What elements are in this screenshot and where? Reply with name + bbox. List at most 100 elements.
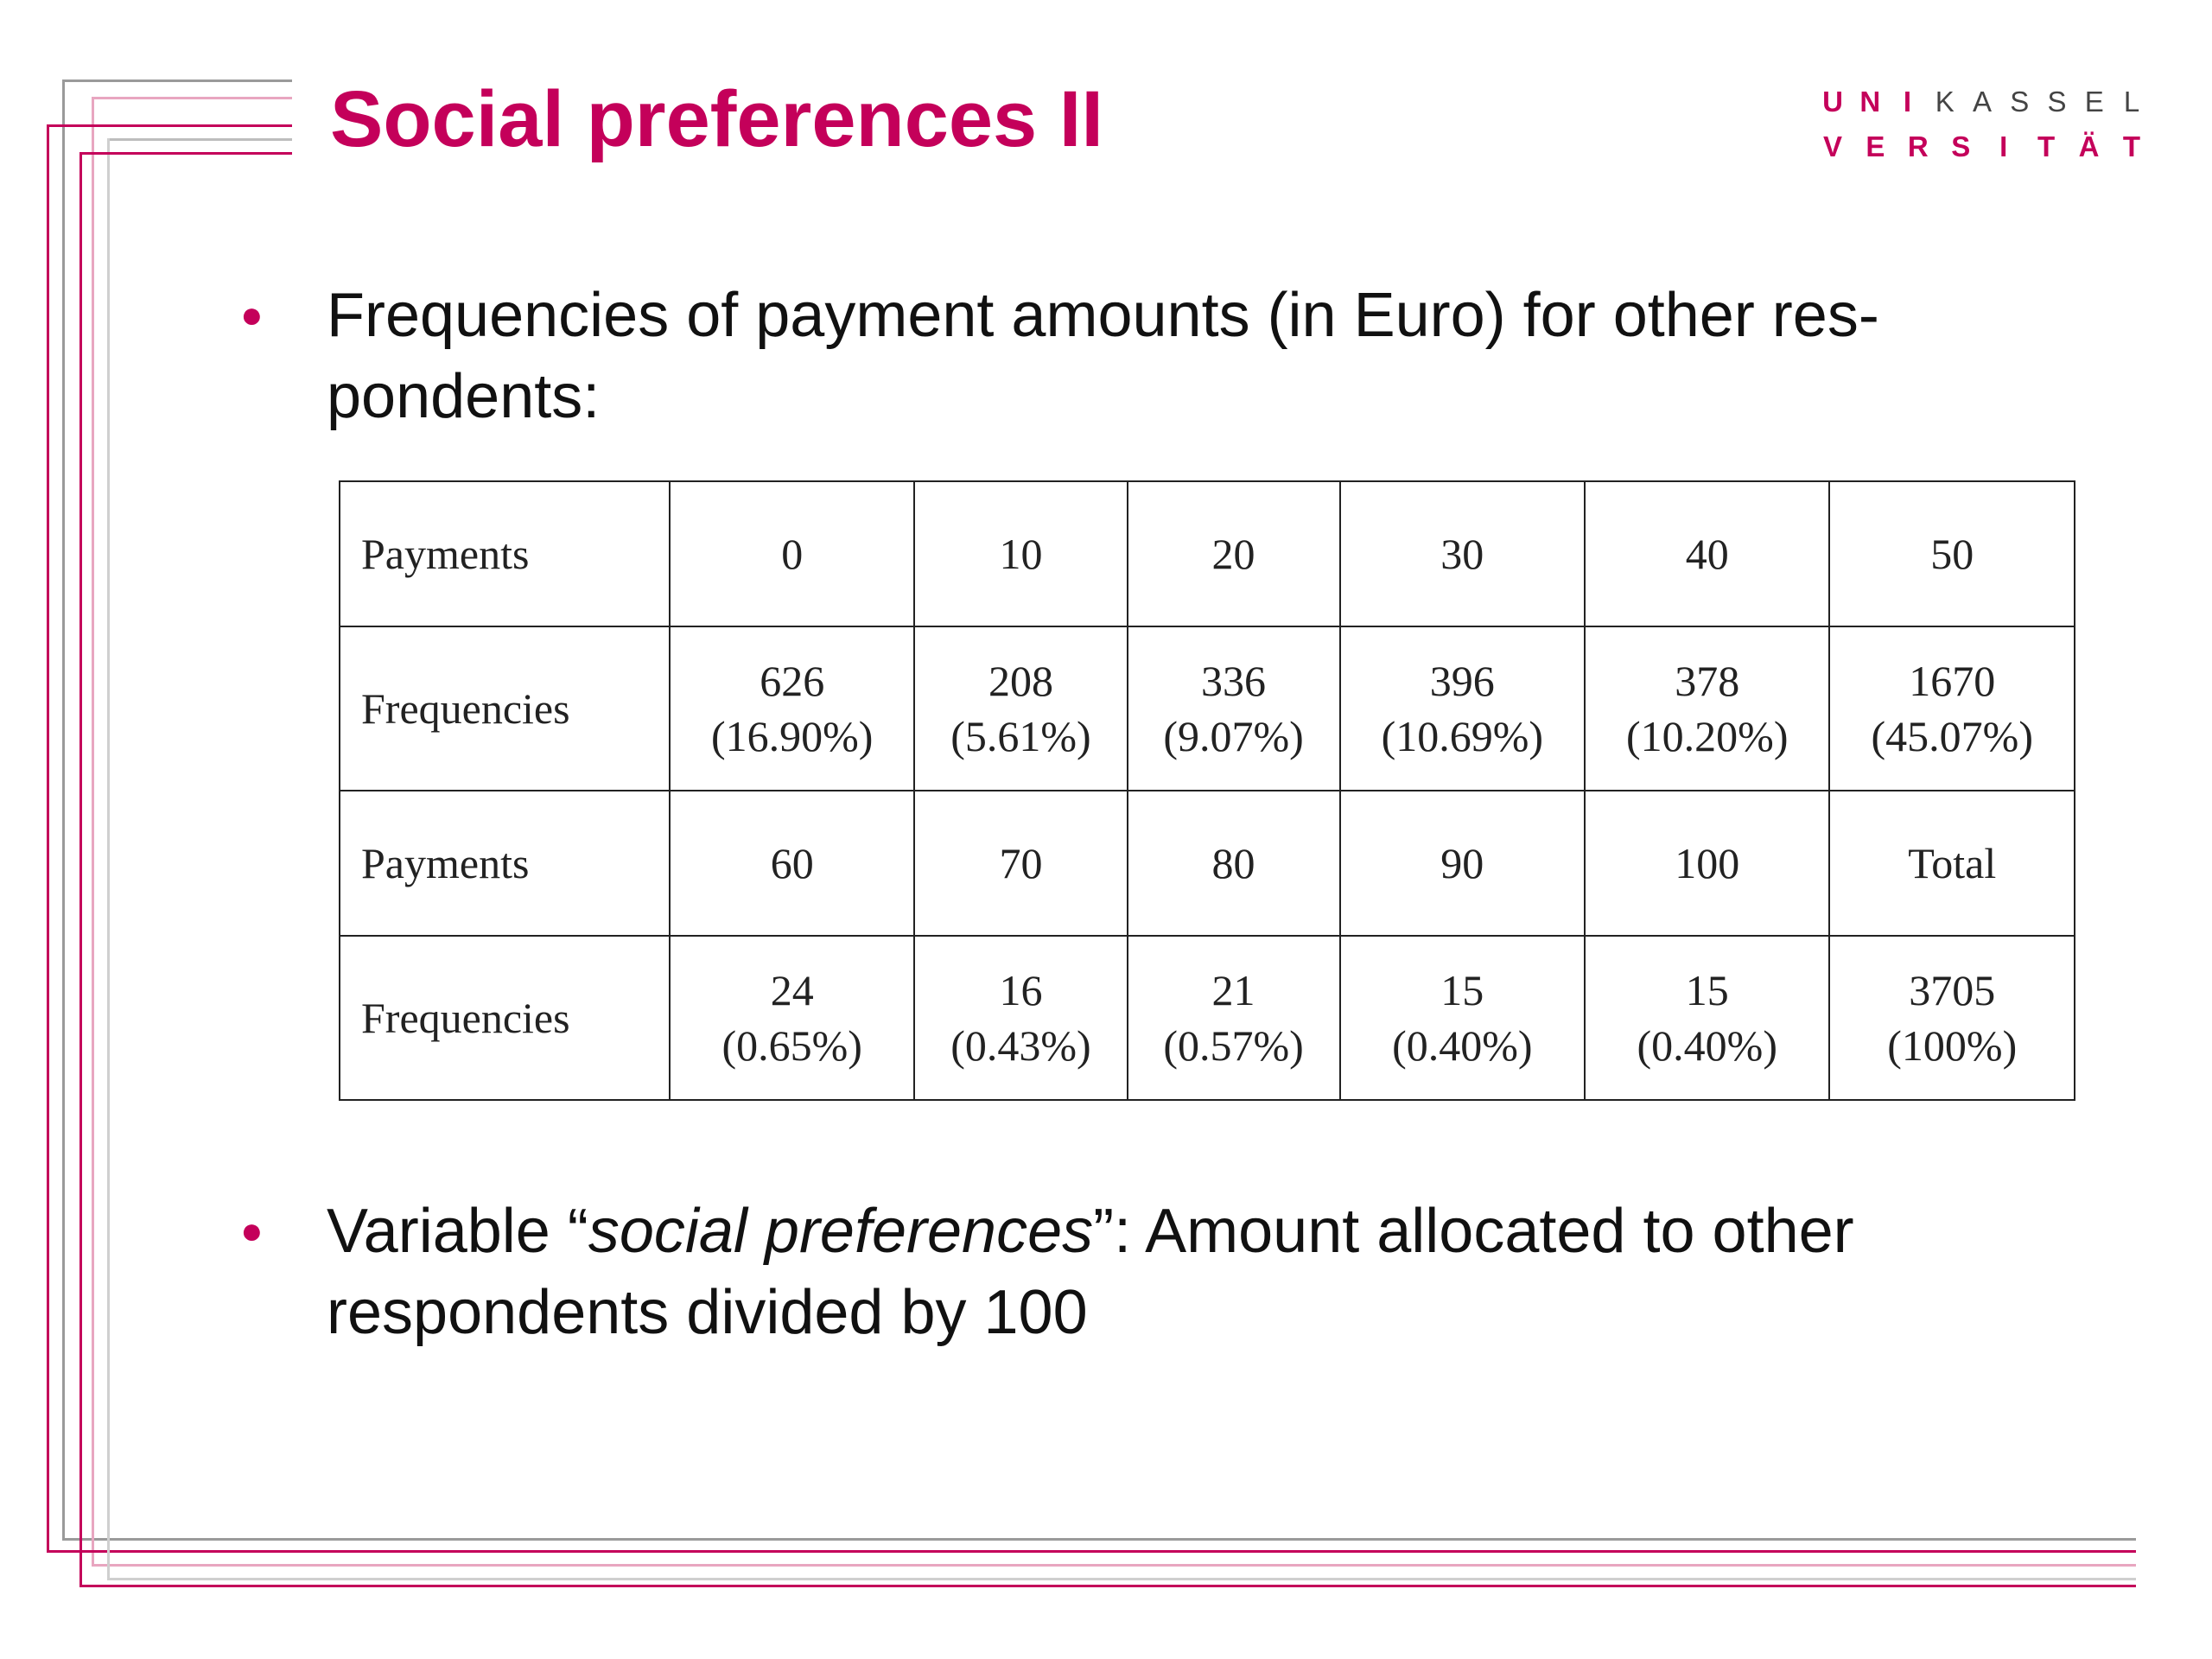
frequency-count: 378 [1675,657,1740,705]
logo-letter: L [2123,86,2140,118]
frequency-cell: 396 (10.69%) [1338,626,1586,791]
frame-line-magenta-inner-bottom [79,1585,2136,1587]
frame-line-pink-top [92,97,292,99]
frequency-cell: 626 (16.90%) [668,626,916,791]
frequency-count: 16 [999,966,1043,1014]
frequency-cell: 15 (0.40%) [1584,935,1831,1101]
frame-line-pink-left [92,97,94,1566]
frame-line-pink-bottom [92,1564,2136,1567]
frequency-percent: (0.65%) [721,1021,862,1070]
bullet-text-pre: Variable “ [327,1197,588,1266]
payment-cell: 70 [913,790,1128,937]
frequency-count: 208 [988,657,1053,705]
payment-cell: 30 [1338,480,1586,627]
payment-cell: 10 [913,480,1128,627]
frequency-percent: (0.57%) [1163,1021,1304,1070]
frequency-cell: 1670 (45.07%) [1828,626,2075,791]
frame-line-magenta-inner-left [79,152,82,1586]
logo-line-2: V E R S I T Ä T [1818,124,2146,169]
payment-cell: 60 [668,790,916,937]
frame-line-magenta-bottom [47,1550,2136,1553]
frequency-percent: (0.40%) [1637,1021,1777,1070]
frame-line-magenta-top [47,124,292,127]
frequency-percent: (9.07%) [1163,712,1304,760]
frequency-cell: 16 (0.43%) [913,935,1128,1101]
frame-line-magenta-inner-top [79,152,292,155]
bullet-item: ● Variable “social preferences”: Amount … [240,1191,2005,1353]
table-row: Payments 0 10 20 30 40 50 [339,480,2075,627]
bullet-item: ● Frequencies of payment amounts (in Eur… [240,275,2005,437]
bullet-icon: ● [240,294,264,336]
logo-letter: N [1859,86,1881,118]
logo-letter: I [1903,86,1912,118]
logo-letter: S [2010,86,2030,118]
frame-line-lightgray-left [107,138,110,1580]
payment-cell: 80 [1126,790,1341,937]
row-label: Payments [339,790,671,937]
frame-line-magenta-left [47,124,49,1552]
frame-line-gray-top [62,79,292,82]
payment-cell: 90 [1338,790,1586,937]
frequency-count: 396 [1429,657,1495,705]
payment-cell: 20 [1126,480,1341,627]
frequency-cell: 21 (0.57%) [1126,935,1341,1101]
frequency-count: 626 [760,657,825,705]
frequency-percent: (5.61%) [950,712,1091,760]
frequency-count: 336 [1201,657,1267,705]
logo-letter: R [1907,130,1929,162]
frequency-count: 21 [1211,966,1255,1014]
frequency-percent: (0.40%) [1392,1021,1533,1070]
bullet-icon: ● [240,1210,264,1252]
table-row: Payments 60 70 80 90 100 Total [339,790,2075,937]
frequency-percent: (45.07%) [1871,712,2033,760]
row-label: Frequencies [339,935,671,1101]
payment-cell: 40 [1584,480,1831,627]
row-label: Payments [339,480,671,627]
logo-letter: U [1822,86,1843,118]
frequency-percent: (100%) [1887,1021,2018,1070]
row-label: Frequencies [339,626,671,791]
logo-letter: V [1822,130,1842,162]
payment-cell: Total [1828,790,2075,937]
frequency-percent: (10.69%) [1381,712,1544,760]
logo-letter: I [1999,130,2008,162]
frame-line-lightgray-top [107,138,292,141]
table-row: Frequencies 24 (0.65%) 16 (0.43%) 21 (0.57%… [339,935,2075,1101]
frequency-percent: (16.90%) [711,712,874,760]
bullet-text-emphasis: social preferences [588,1197,1094,1266]
university-logo: U N I K A S S E L V E R S I T Ä T [1818,79,2146,169]
logo-letter: E [2084,86,2104,118]
frequency-cell: 3705 (100%) [1828,935,2075,1101]
frame-line-gray-left [62,79,65,1540]
logo-letter: A [1972,86,1992,118]
frequency-cell: 336 (9.07%) [1126,626,1341,791]
frequency-cell: 378 (10.20%) [1584,626,1831,791]
frequency-count: 15 [1685,966,1729,1014]
bullet-text: Variable “social preferences”: Amount al… [327,1191,2089,1353]
logo-letter: E [1866,130,1885,162]
frame-line-gray-bottom [62,1538,2136,1541]
logo-letter: S [1951,130,1971,162]
frequency-count: 24 [770,966,814,1014]
frame-line-lightgray-bottom [107,1578,2136,1580]
frequency-cell: 15 (0.40%) [1338,935,1586,1101]
frequency-count: 15 [1440,966,1484,1014]
logo-letter: T [2122,130,2141,162]
frequency-count: 3705 [1909,966,1996,1014]
frequency-cell: 208 (5.61%) [913,626,1128,791]
logo-line-1: U N I K A S S E L [1818,79,2146,124]
payment-cell: 100 [1584,790,1831,937]
payment-cell: 50 [1828,480,2075,627]
table-row: Frequencies 626 (16.90%) 208 (5.61%) 336 (9… [339,626,2075,791]
logo-letter: T [2037,130,2056,162]
logo-letter: Ä [2078,130,2100,162]
payment-cell: 0 [668,480,916,627]
slide-title: Social preferences II [330,75,1103,163]
frequency-percent: (10.20%) [1626,712,1789,760]
logo-letter: K [1935,86,1955,118]
frequency-count: 1670 [1909,657,1996,705]
frequency-cell: 24 (0.65%) [668,935,916,1101]
frequency-percent: (0.43%) [950,1021,1091,1070]
bullet-text-post: ”: Amount allocated to other respondents… [327,1197,1854,1347]
bullet-text: Frequencies of payment amounts (in Euro)… [327,281,1879,431]
